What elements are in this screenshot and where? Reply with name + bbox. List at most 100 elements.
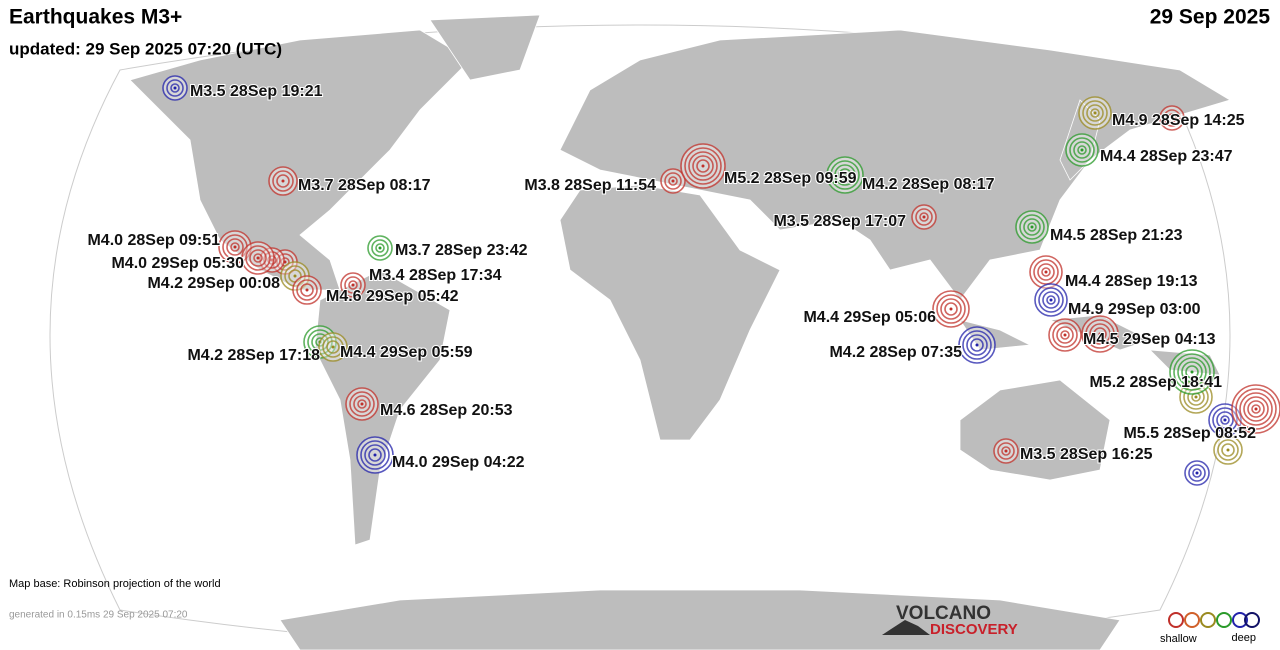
quake-label: M4.0 29Sep 04:22 <box>392 454 525 471</box>
ring <box>1173 353 1211 391</box>
ring <box>263 251 281 269</box>
ring <box>364 444 386 466</box>
ring <box>1243 396 1269 422</box>
ring <box>944 302 958 316</box>
ring <box>664 172 682 190</box>
quake-marker <box>318 332 348 362</box>
quake-marker <box>1213 435 1243 465</box>
ring <box>1042 291 1060 309</box>
ring <box>1090 108 1100 118</box>
quake-marker <box>345 387 379 421</box>
quake-marker <box>1034 283 1068 317</box>
center <box>281 179 285 183</box>
quake-label: M4.4 28Sep 19:13 <box>1065 273 1198 290</box>
center <box>360 402 364 406</box>
ring <box>371 239 389 257</box>
ring <box>1217 439 1239 461</box>
ring <box>1188 464 1206 482</box>
ring <box>838 168 852 182</box>
ring <box>919 212 929 222</box>
center <box>1080 148 1084 152</box>
ring <box>353 395 371 413</box>
quake-label: M3.7 28Sep 23:42 <box>395 242 528 259</box>
ring <box>1037 263 1055 281</box>
quake-label: M4.6 28Sep 20:53 <box>380 402 513 419</box>
ring <box>253 253 263 263</box>
quake-label: M4.9 28Sep 14:25 <box>1112 112 1245 129</box>
center <box>843 173 847 177</box>
ring <box>1181 361 1203 383</box>
ring <box>1046 295 1056 305</box>
quake-label: M3.5 28Sep 16:25 <box>1020 446 1153 463</box>
quake-label: M3.5 28Sep 19:21 <box>190 83 323 100</box>
center <box>256 256 260 260</box>
ring <box>348 280 358 290</box>
ring <box>997 442 1015 460</box>
legend-deep: deep <box>1232 632 1256 644</box>
center <box>1098 332 1102 336</box>
ring <box>1163 109 1181 127</box>
date: 29 Sep 2025 <box>1150 6 1271 29</box>
ring <box>830 160 860 190</box>
ring <box>962 330 992 360</box>
center <box>1049 298 1053 302</box>
ring <box>166 79 184 97</box>
center <box>1254 407 1258 411</box>
quake-marker <box>1208 403 1242 437</box>
ring <box>1041 267 1051 277</box>
quake-marker <box>1029 255 1063 289</box>
quake-label: M5.2 28Sep 09:59 <box>724 170 857 187</box>
ring <box>1089 323 1111 345</box>
center <box>671 179 675 183</box>
quake-marker <box>1065 133 1099 167</box>
ring <box>1239 392 1273 426</box>
quake-label: M4.2 28Sep 17:18 <box>187 347 320 364</box>
quake-marker <box>932 290 970 328</box>
ring <box>322 336 344 358</box>
quake-label: M4.0 29Sep 05:30 <box>111 255 244 272</box>
ring <box>1177 357 1207 387</box>
quake-marker <box>1184 460 1210 486</box>
ring <box>688 151 718 181</box>
quake-marker <box>162 75 188 101</box>
ring <box>296 279 318 301</box>
ring <box>1069 137 1095 163</box>
center <box>305 288 309 292</box>
ring <box>1019 214 1045 240</box>
ring <box>326 340 340 354</box>
ring <box>1056 326 1074 344</box>
quake-marker <box>911 204 937 230</box>
quake-marker <box>292 275 322 305</box>
quake-marker <box>993 438 1019 464</box>
center <box>173 86 177 90</box>
center <box>1226 448 1230 452</box>
ring <box>1038 287 1064 313</box>
updated: updated: 29 Sep 2025 07:20 (UTC) <box>9 39 282 58</box>
generated: generated in 0.15ms 29 Sep 2025 07:20 <box>9 610 188 621</box>
title: Earthquakes M3+ <box>9 6 182 29</box>
center <box>975 343 979 347</box>
ring <box>834 164 856 186</box>
quake-label: M3.4 28Sep 17:34 <box>369 267 502 284</box>
ring <box>936 294 966 324</box>
ring <box>1052 322 1078 348</box>
quake-label: M4.9 29Sep 03:00 <box>1068 301 1201 318</box>
quake-marker <box>1048 318 1082 352</box>
center <box>1044 270 1048 274</box>
ring <box>668 176 678 186</box>
ring <box>1216 411 1234 429</box>
quake-label: M3.8 28Sep 11:54 <box>524 177 656 194</box>
ring <box>1077 145 1087 155</box>
ring <box>1027 222 1037 232</box>
legend-shallow: shallow <box>1160 633 1197 645</box>
quake-label: M4.5 28Sep 21:23 <box>1050 227 1183 244</box>
center <box>351 283 355 287</box>
ring <box>1086 104 1104 122</box>
quake-label: M4.2 29Sep 00:08 <box>147 275 280 292</box>
ring <box>1247 400 1265 418</box>
logo-volcano: VOLCANO <box>896 603 991 624</box>
ring <box>966 334 988 356</box>
ring <box>357 399 367 409</box>
center <box>949 307 953 311</box>
